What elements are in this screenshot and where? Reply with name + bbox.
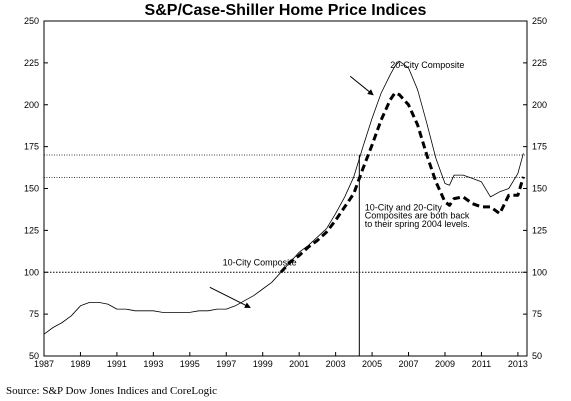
annotation-text: 10-City Composite xyxy=(223,258,297,268)
y-tick-label-left: 50 xyxy=(29,351,39,361)
y-tick-label-right: 125 xyxy=(532,225,547,235)
x-tick-label: 1999 xyxy=(253,359,273,369)
annotations: 20-City Composite 10-City Composite 10-Cit… xyxy=(209,60,470,308)
series-lines xyxy=(43,60,525,335)
y-tick-label-right: 250 xyxy=(532,16,547,26)
x-tick-label: 1995 xyxy=(180,359,200,369)
plot-frame xyxy=(43,20,528,357)
chart-title: S&P/Case-Shiller Home Price Indices xyxy=(144,2,427,19)
source-note: Source: S&P Dow Jones Indices and CoreLo… xyxy=(6,385,218,397)
x-tick-label: 2007 xyxy=(399,359,419,369)
reference-lines xyxy=(44,154,527,356)
y-tick-label-left: 250 xyxy=(24,16,39,26)
annotation-text: 20-City Composite xyxy=(390,60,464,70)
y-tick-label-right: 175 xyxy=(532,142,547,152)
y-tick-label-left: 200 xyxy=(24,100,39,110)
y-tick-label-left: 125 xyxy=(24,225,39,235)
left-y-axis: 50 75 100 125 150 175 200 225 250 xyxy=(24,16,48,361)
x-tick-label: 1991 xyxy=(107,359,127,369)
arrow-20-city xyxy=(349,75,374,96)
y-tick-label-left: 150 xyxy=(24,184,39,194)
x-tick-label: 2001 xyxy=(289,359,309,369)
x-tick-label: 1997 xyxy=(216,359,236,369)
annotation-text: 10-City and 20-City xyxy=(365,202,443,212)
x-tick-label: 2013 xyxy=(508,359,528,369)
annotation-text: to their spring 2004 levels. xyxy=(365,219,470,229)
x-axis: 1987 1989 1991 1993 1995 1997 1999 2001 2003 2005… xyxy=(34,352,528,369)
y-tick-label-right: 200 xyxy=(532,100,547,110)
x-tick-label: 1993 xyxy=(143,359,163,369)
right-y-axis: 50 75 100 125 150 175 200 225 250 xyxy=(523,16,547,361)
x-tick-label: 2003 xyxy=(326,359,346,369)
x-tick-label: 1987 xyxy=(34,359,54,369)
y-tick-label-left: 225 xyxy=(24,58,39,68)
series-line-10-city xyxy=(43,60,524,335)
series-line-20-city xyxy=(279,91,525,274)
x-tick-label: 2009 xyxy=(435,359,455,369)
y-tick-label-left: 175 xyxy=(24,142,39,152)
x-tick-label: 1989 xyxy=(70,359,90,369)
y-tick-label-right: 100 xyxy=(532,267,547,277)
annotation-text: Composites are both back xyxy=(365,211,470,221)
y-tick-label-left: 75 xyxy=(29,309,39,319)
y-tick-label-right: 225 xyxy=(532,58,547,68)
arrow-10-city xyxy=(209,286,251,308)
y-tick-label-left: 100 xyxy=(24,267,39,277)
y-tick-label-right: 75 xyxy=(532,309,542,319)
plot-area-border xyxy=(43,20,528,357)
x-tick-label: 2005 xyxy=(362,359,382,369)
y-tick-label-right: 50 xyxy=(532,351,542,361)
x-tick-label: 2011 xyxy=(472,359,491,369)
y-tick-label-right: 150 xyxy=(532,184,547,194)
